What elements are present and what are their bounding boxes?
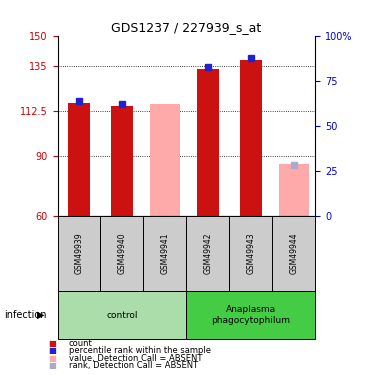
Bar [272, 216, 315, 291]
Bar [101, 216, 144, 291]
Bar [144, 216, 186, 291]
Text: infection: infection [4, 310, 46, 320]
Text: Anaplasma
phagocytophilum: Anaplasma phagocytophilum [211, 305, 290, 325]
Text: ▶: ▶ [37, 310, 45, 320]
Bar [58, 216, 101, 291]
Text: rank, Detection Call = ABSENT: rank, Detection Call = ABSENT [69, 361, 198, 370]
Bar [187, 216, 229, 291]
Bar [197, 69, 219, 216]
Text: count: count [69, 339, 92, 348]
Bar [111, 106, 133, 216]
Text: percentile rank within the sample: percentile rank within the sample [69, 346, 211, 355]
Text: GSM49944: GSM49944 [289, 232, 298, 274]
Text: ■: ■ [48, 354, 56, 363]
Text: ■: ■ [48, 361, 56, 370]
Bar [279, 164, 309, 216]
Text: GSM49939: GSM49939 [75, 232, 83, 274]
Text: value, Detection Call = ABSENT: value, Detection Call = ABSENT [69, 354, 202, 363]
Bar [150, 104, 180, 216]
Bar [187, 291, 315, 339]
Bar [229, 216, 272, 291]
Text: GSM49942: GSM49942 [203, 232, 213, 274]
Bar [68, 103, 90, 216]
Text: ■: ■ [48, 346, 56, 355]
Text: GSM49941: GSM49941 [160, 232, 170, 274]
Text: control: control [106, 310, 138, 320]
Text: ■: ■ [48, 339, 56, 348]
Bar [240, 60, 262, 216]
Text: GSM49943: GSM49943 [246, 232, 255, 274]
Title: GDS1237 / 227939_s_at: GDS1237 / 227939_s_at [111, 21, 262, 34]
Bar [58, 291, 187, 339]
Text: GSM49940: GSM49940 [118, 232, 127, 274]
